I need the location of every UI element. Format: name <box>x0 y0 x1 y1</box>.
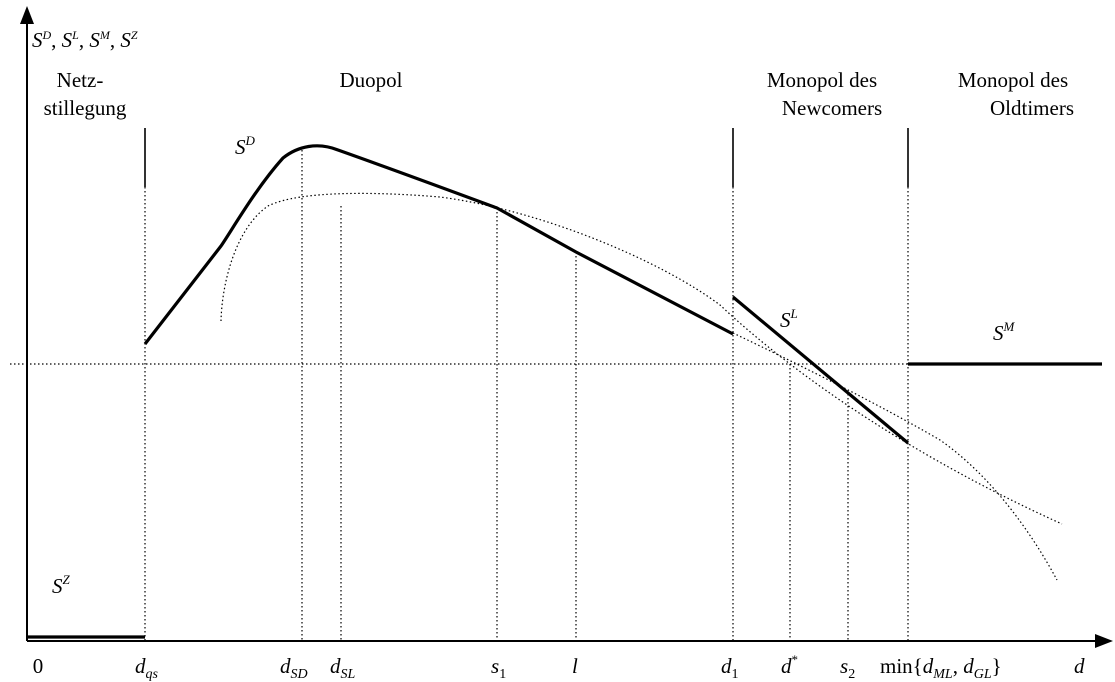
tick-s2: s2 <box>840 654 855 682</box>
tick-l: l <box>572 654 578 678</box>
region-shutdown-line2: stillegung <box>44 96 127 120</box>
tick-d: d <box>1074 654 1085 678</box>
region-newcomer-line2: Newcomers <box>782 96 882 120</box>
region-newcomer-line1: Monopol des <box>767 68 877 92</box>
x-axis-arrow <box>1095 634 1113 648</box>
tick-dqs: dqs <box>135 654 159 682</box>
SZ-label: SZ <box>52 572 71 598</box>
region-oldtimer-line2: Oldtimers <box>990 96 1074 120</box>
SL-curve <box>731 295 910 445</box>
y-axis-label: SD, SL, SM, SZ <box>32 28 138 52</box>
tick-d1: d1 <box>721 654 739 682</box>
region-shutdown-line1: Netz- <box>57 68 104 92</box>
tick-zero: 0 <box>33 654 44 678</box>
SM-label: SM <box>993 319 1016 345</box>
tick-dSL: dSL <box>330 654 356 682</box>
dotted-curve-lower <box>732 332 1058 581</box>
tick-dstar: d* <box>781 652 798 678</box>
tick-s1: s1 <box>491 654 506 682</box>
y-axis-arrow <box>20 6 34 24</box>
SL-label: SL <box>780 306 798 332</box>
tick-dSD: dSD <box>280 654 308 682</box>
region-duopoly: Duopol <box>340 68 403 92</box>
tick-min: min{dML, dGL} <box>880 654 1002 682</box>
dotted-curve-upper <box>220 192 1063 525</box>
SD-curve <box>143 144 734 345</box>
region-oldtimer-line1: Monopol des <box>958 68 1068 92</box>
SD-label: SD <box>235 133 256 159</box>
